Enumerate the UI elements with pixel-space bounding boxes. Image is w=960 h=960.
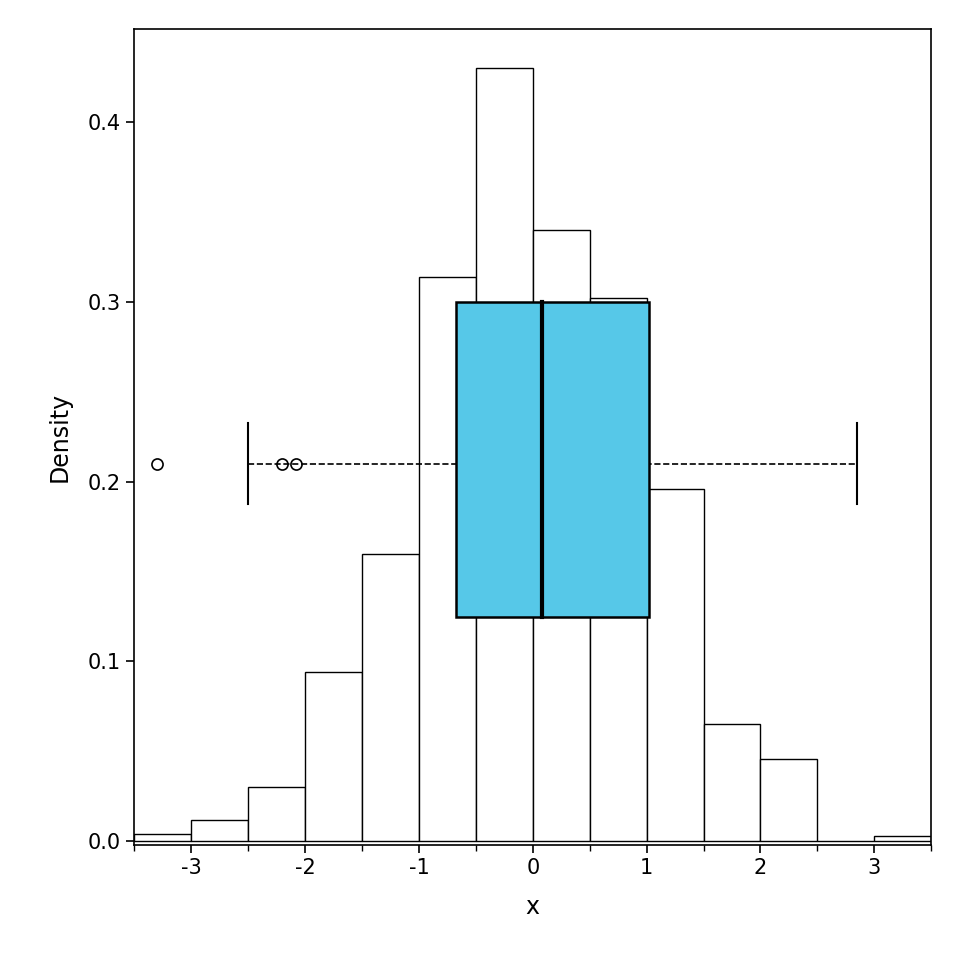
Bar xyxy=(760,758,817,841)
Bar xyxy=(476,68,533,841)
Bar xyxy=(419,276,476,841)
Y-axis label: Density: Density xyxy=(47,392,71,482)
Bar xyxy=(362,554,419,841)
Bar xyxy=(134,834,191,841)
Bar xyxy=(533,230,589,841)
Bar xyxy=(647,489,704,841)
Bar xyxy=(456,302,649,616)
Bar xyxy=(589,299,647,841)
Bar xyxy=(305,672,362,841)
Bar xyxy=(191,820,249,841)
Bar xyxy=(249,787,305,841)
Bar xyxy=(704,725,760,841)
X-axis label: x: x xyxy=(526,895,540,919)
Bar xyxy=(875,836,931,841)
